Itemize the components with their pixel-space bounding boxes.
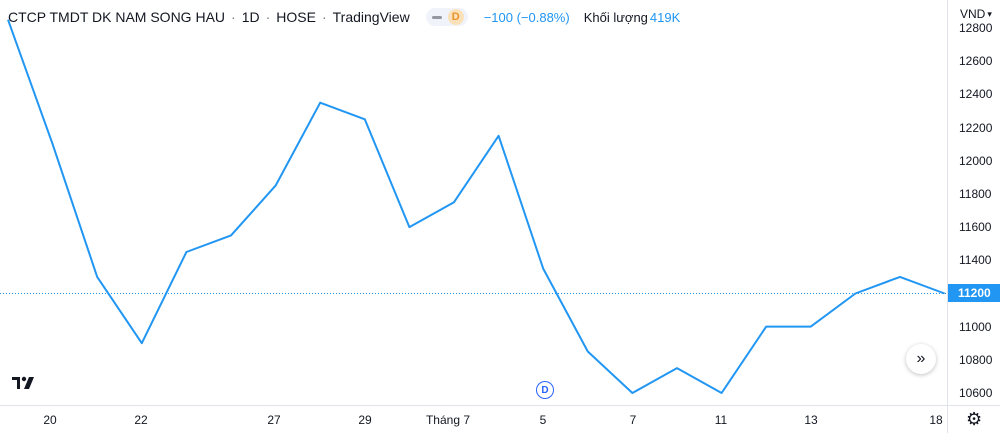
volume-label: Khối lượng <box>583 9 648 25</box>
legend-status-pill[interactable]: D <box>425 8 468 26</box>
separator-dot: · <box>231 9 236 25</box>
time-scale[interactable]: 20 22 27 29 Tháng 7 5 7 11 13 18 <box>0 405 947 433</box>
eye-icon[interactable] <box>431 15 442 19</box>
price-tick-label: 11600 <box>959 220 992 235</box>
interval-label[interactable]: 1D <box>241 9 260 25</box>
price-line-plot[interactable] <box>0 0 947 405</box>
chevron-down-icon: ▾ <box>987 8 992 19</box>
currency-label: VND <box>960 7 986 21</box>
time-tick-label: 5 <box>539 413 547 427</box>
price-series-line <box>7 19 945 394</box>
tradingview-logo-icon[interactable] <box>10 370 38 394</box>
separator-dot: · <box>321 9 327 25</box>
time-tick-label: 27 <box>267 413 281 427</box>
price-change: −100 (−0.88%) <box>483 9 570 25</box>
volume-value: 419K <box>649 9 681 25</box>
scroll-to-realtime-icon[interactable]: » <box>906 344 936 374</box>
symbol-name[interactable]: CTCP TMDT DK NAM SONG HAU <box>8 9 226 25</box>
price-tick-label: 12600 <box>959 54 993 69</box>
price-scale[interactable]: VND ▾ 12800 12600 12400 12200 12000 11800 1160… <box>947 0 1000 405</box>
legend: CTCP TMDT DK NAM SONG HAU · 1D · HOSE · … <box>8 7 680 27</box>
time-tick-label: 22 <box>134 413 148 427</box>
time-tick-label: 18 <box>929 413 943 427</box>
price-tick-label: 12000 <box>959 153 993 168</box>
price-tick-label: 10800 <box>959 352 993 367</box>
time-tick-label: 7 <box>629 413 637 427</box>
exchange-label: HOSE <box>276 9 316 25</box>
time-tick-label: 20 <box>43 413 57 427</box>
event-marker-dividend[interactable]: D <box>536 381 554 399</box>
price-tick-label: 10600 <box>959 386 993 400</box>
delayed-badge: D <box>447 9 464 25</box>
price-tick-label: 11000 <box>959 319 992 334</box>
chart-settings-corner: ⚙ <box>947 405 1000 433</box>
time-tick-label: 13 <box>804 413 818 427</box>
currency-selector[interactable]: VND ▾ <box>960 7 992 21</box>
separator-dot: · <box>265 9 271 25</box>
time-tick-label: 29 <box>358 413 372 427</box>
time-tick-label: Tháng 7 <box>425 413 471 427</box>
gear-icon[interactable]: ⚙ <box>966 409 983 429</box>
price-tick-label: 12400 <box>959 87 993 102</box>
price-tick-label: 11800 <box>959 186 992 201</box>
price-tick-label: 12200 <box>959 120 993 135</box>
source-label: TradingView <box>332 9 410 25</box>
price-tick-label: 11400 <box>959 253 992 268</box>
price-tick-label: 12800 <box>959 21 993 35</box>
last-price-badge: 11200 <box>948 284 1000 303</box>
chart-pane[interactable]: CTCP TMDT DK NAM SONG HAU · 1D · HOSE · … <box>0 0 947 405</box>
time-tick-label: 11 <box>714 413 728 427</box>
